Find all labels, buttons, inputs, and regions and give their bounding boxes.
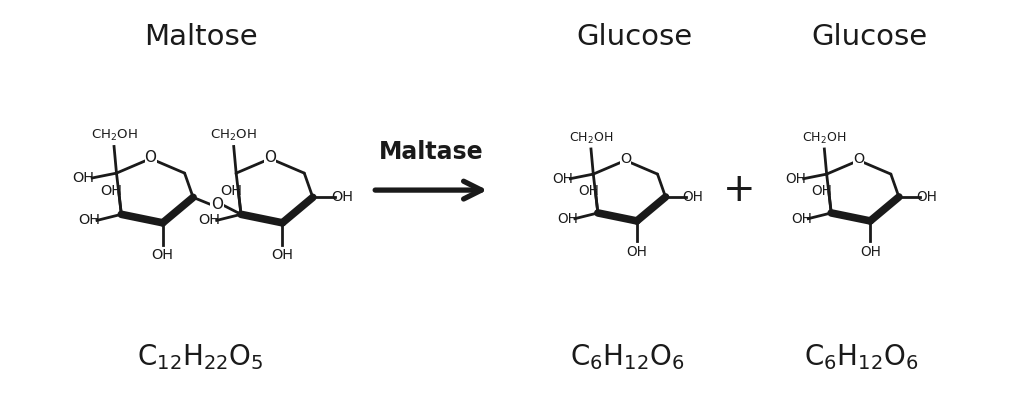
Text: Glucose: Glucose [811,23,927,51]
Text: C$_{12}$H$_{22}$O$_5$: C$_{12}$H$_{22}$O$_5$ [137,342,264,372]
Text: Glucose: Glucose [577,23,692,51]
Text: OH: OH [558,212,579,226]
Text: O: O [620,152,631,166]
Text: C$_6$H$_{12}$O$_6$: C$_6$H$_{12}$O$_6$ [570,342,685,372]
Text: OH: OH [79,213,100,227]
Text: OH: OH [916,190,937,204]
Text: OH: OH [199,213,220,227]
Text: CH$_2$OH: CH$_2$OH [91,129,137,144]
Text: OH: OH [152,248,174,262]
Text: OH: OH [220,184,243,198]
Text: OH: OH [683,190,703,204]
Text: CH$_2$OH: CH$_2$OH [569,131,613,146]
Text: OH: OH [100,184,123,198]
Text: CH$_2$OH: CH$_2$OH [802,131,847,146]
Text: OH: OH [812,184,833,198]
Text: O: O [211,197,223,212]
Text: OH: OH [271,248,294,262]
Text: OH: OH [73,171,94,185]
Text: OH: OH [331,191,353,204]
Text: C$_6$H$_{12}$O$_6$: C$_6$H$_{12}$O$_6$ [804,342,919,372]
Text: O: O [264,150,276,165]
Text: O: O [853,152,864,166]
Text: OH: OH [552,172,572,186]
Text: OH: OH [627,245,647,259]
Text: CH$_2$OH: CH$_2$OH [210,129,257,144]
Text: OH: OH [785,172,806,186]
Text: O: O [144,150,157,165]
Text: OH: OH [791,212,812,226]
Text: Maltose: Maltose [144,23,258,51]
Text: Maltase: Maltase [379,140,483,164]
Text: +: + [723,171,756,209]
Text: OH: OH [860,245,881,259]
Text: OH: OH [579,184,599,198]
